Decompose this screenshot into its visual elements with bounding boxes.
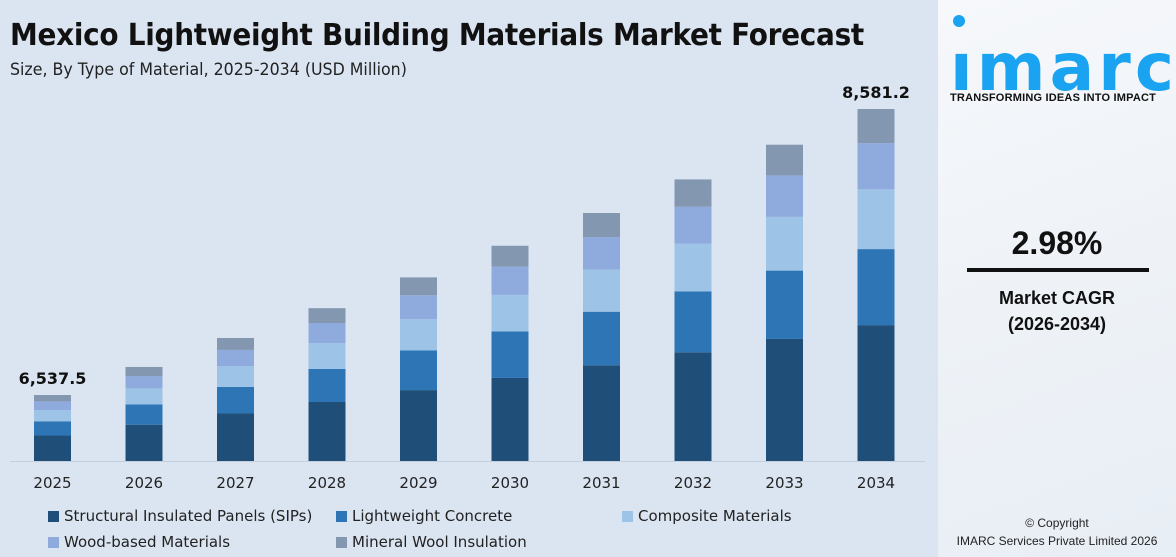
cagr-value: 2.98% <box>1011 225 1103 261</box>
x-tick-label: 2030 <box>491 474 529 492</box>
bar-segment <box>857 189 895 250</box>
legend-item: Structural Insulated Panels (SIPs) <box>48 507 312 525</box>
legend-item: Composite Materials <box>622 507 792 525</box>
cagr-label: Market CAGR (2026-2034) <box>938 285 1176 337</box>
bar-segment <box>583 237 620 270</box>
bar-segment <box>217 386 254 414</box>
bar-segment <box>857 143 895 190</box>
bar-segment <box>308 368 346 403</box>
legend-swatch <box>336 510 347 522</box>
bar-segment <box>217 349 254 367</box>
bar-segment <box>491 331 529 378</box>
x-tick-label: 2029 <box>399 474 437 492</box>
bar-segment <box>583 213 620 238</box>
x-tick-label: 2032 <box>674 474 712 492</box>
imarc-logo: ımarc <box>950 15 1173 93</box>
company-name: IMARC Services Private Limited 2026 <box>956 534 1158 548</box>
bar-segment <box>400 319 437 351</box>
legend-swatch <box>48 536 59 548</box>
copyright-text: © Copyright <box>1025 516 1089 530</box>
legend-item: Mineral Wool Insulation <box>336 533 527 551</box>
bar-segment <box>491 266 529 295</box>
bar-segment <box>217 366 254 387</box>
bar-segment <box>125 388 163 405</box>
copyright: © Copyright IMARC Services Private Limit… <box>938 514 1176 550</box>
bar-segment <box>766 216 803 271</box>
divider <box>967 268 1149 272</box>
bar-segment <box>125 404 163 425</box>
bar-segment <box>857 109 895 144</box>
bar-segment <box>125 424 163 461</box>
x-tick-label: 2034 <box>857 474 895 492</box>
bar-segment <box>857 249 895 326</box>
cagr-label-text: Market CAGR <box>998 288 1116 308</box>
svg-text:ımarc: ımarc <box>950 29 1172 93</box>
legend-label: Lightweight Concrete <box>352 507 513 525</box>
legend-item: Wood-based Materials <box>48 533 230 551</box>
bar-segment <box>491 245 529 267</box>
bar-segment <box>125 376 163 389</box>
bar-segment <box>583 311 620 366</box>
bar-segment <box>491 377 529 461</box>
x-tick-label: 2027 <box>216 474 254 492</box>
chart-area: Mexico Lightweight Building Materials Ma… <box>10 18 925 551</box>
cagr-period: (2026-2034) <box>1007 314 1107 334</box>
bar-segment <box>308 402 346 461</box>
bar-segment <box>766 144 803 176</box>
bar-segment <box>766 175 803 217</box>
legend-label: Wood-based Materials <box>64 533 231 551</box>
legend-label: Mineral Wool Insulation <box>352 533 527 551</box>
bar-segment <box>217 413 254 461</box>
x-tick-label: 2026 <box>125 474 163 492</box>
bar-segment <box>34 395 71 402</box>
bar-segment <box>34 401 71 411</box>
chart-subtitle: Size, By Type of Material, 2025-2034 (US… <box>10 60 407 80</box>
legend-label: Structural Insulated Panels (SIPs) <box>64 507 313 525</box>
bar-segment <box>766 338 803 461</box>
bar-segment <box>857 325 895 461</box>
bar-segment <box>34 435 71 461</box>
bar-segment <box>674 206 712 244</box>
bar-segment <box>308 343 346 369</box>
bar-segment <box>674 179 712 207</box>
stacked-bar-chart: 2025 6,537.5 2026 2027 2028 2029 2030 2031 2032 2… <box>10 83 925 492</box>
bar-segment <box>583 365 620 461</box>
legend-swatch <box>622 510 633 522</box>
legend-swatch <box>48 510 59 522</box>
tagline: TRANSFORMING IDEAS INTO IMPACT <box>950 92 1157 104</box>
legend-label: Composite Materials <box>638 507 792 525</box>
x-tick-label: 2031 <box>582 474 620 492</box>
bar-segment <box>491 294 529 332</box>
legend-swatch <box>336 536 347 548</box>
chart-title: Mexico Lightweight Building Materials Ma… <box>10 18 864 53</box>
bar-segment <box>217 337 254 350</box>
bar-segment <box>400 295 437 320</box>
side-panel: ımarc TRANSFORMING IDEAS INTO IMPACT 2.9… <box>938 0 1176 557</box>
bar-segment <box>308 308 346 323</box>
bar-segment <box>766 270 803 339</box>
bar-segment <box>34 410 71 422</box>
bar-segment <box>308 322 346 344</box>
bar-segment <box>400 390 437 461</box>
data-label: 6,537.5 <box>19 369 87 388</box>
bar-segment <box>400 350 437 391</box>
bar-segment <box>674 243 712 292</box>
data-label: 8,581.2 <box>842 83 910 102</box>
bar-segment <box>583 269 620 312</box>
x-tick-label: 2025 <box>33 474 71 492</box>
bar-segment <box>34 421 71 436</box>
x-tick-label: 2033 <box>765 474 803 492</box>
bar-segment <box>674 291 712 353</box>
bar-segment <box>400 277 437 296</box>
bar-segment <box>125 366 163 377</box>
x-tick-label: 2028 <box>308 474 346 492</box>
bar-segment <box>674 352 712 461</box>
legend-item: Lightweight Concrete <box>336 507 512 525</box>
